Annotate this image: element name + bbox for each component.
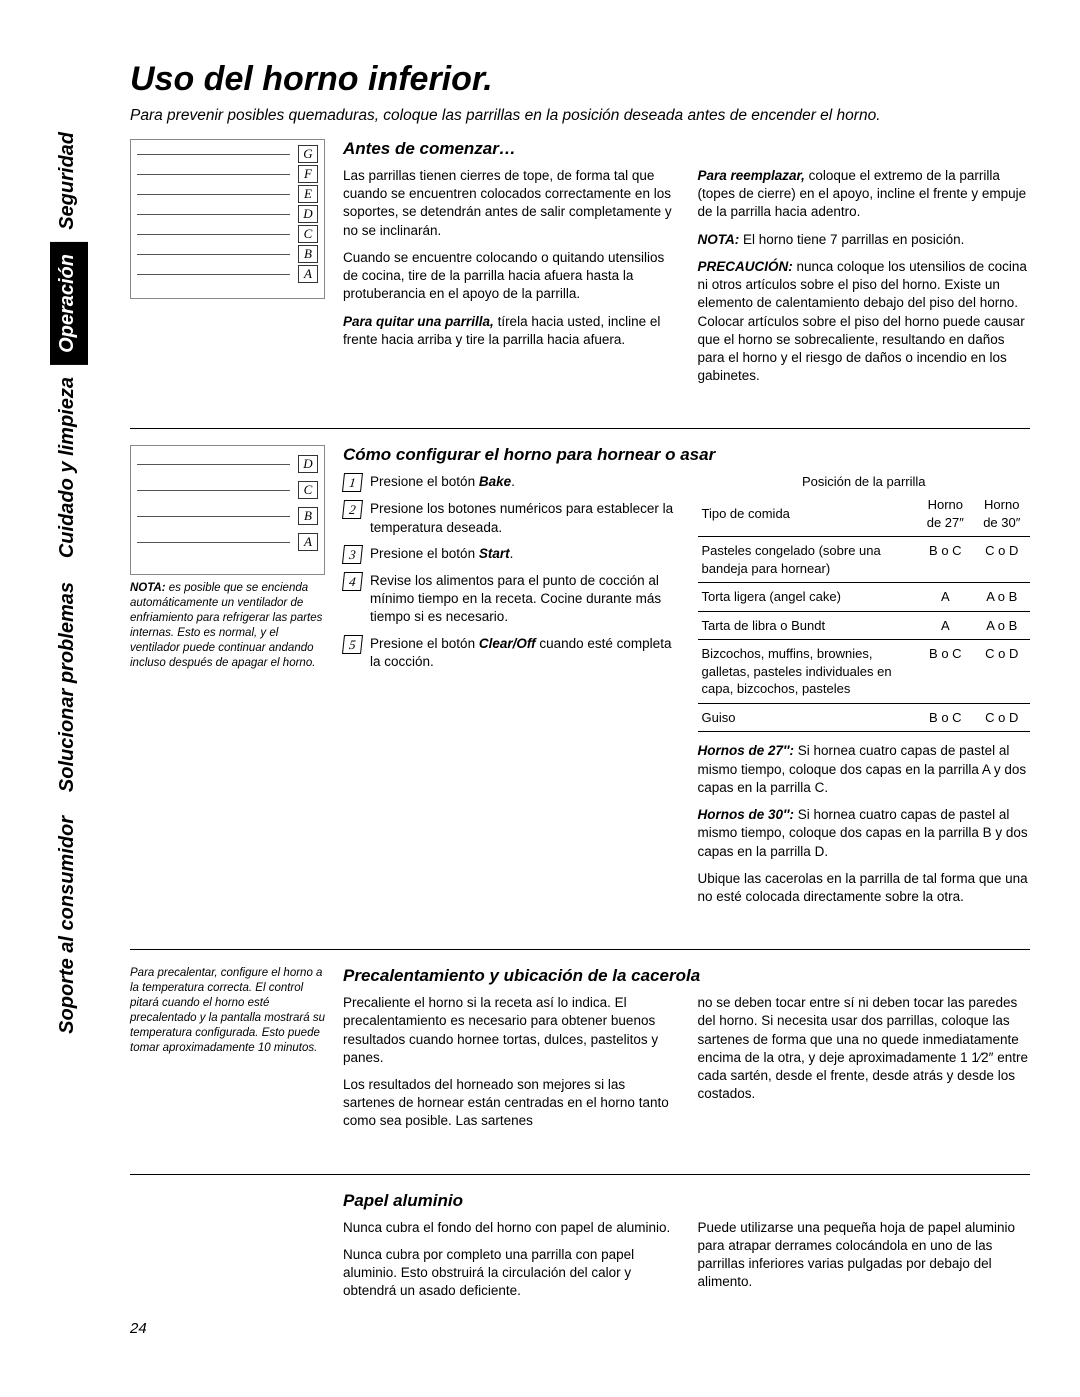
step-item: 4 Revise los alimentos para el punto de c… <box>343 572 676 627</box>
rack-label: C <box>298 225 318 243</box>
heading-aluminio: Papel aluminio <box>343 1191 1030 1211</box>
table-row: Pasteles congelado (sobre una bandeja pa… <box>698 537 1031 583</box>
oven-rack-illustration-4: DCBA <box>130 445 325 575</box>
th-food: Tipo de comida <box>698 493 918 537</box>
rack-label: A <box>298 533 318 551</box>
step-text: Presione el botón Clear/Off cuando esté … <box>370 635 676 671</box>
s1-p2: Cuando se encuentre colocando o quitando… <box>343 249 676 304</box>
s3-caption: Para precalentar, configure el horno a l… <box>130 966 325 1056</box>
note-27: Hornos de 27″: Si hornea cuatro capas de… <box>698 742 1031 797</box>
rack-label: B <box>298 245 318 263</box>
step-number: 4 <box>342 572 363 591</box>
rack-position-table: Tipo de comida Horno de 27″ Horno de 30″… <box>698 493 1031 732</box>
th-30: Horno de 30″ <box>974 493 1030 537</box>
tab-soporte[interactable]: Soporte al consumidor <box>50 804 88 1046</box>
s3-p2: Los resultados del horneado son mejores … <box>343 1076 676 1131</box>
rack-label: E <box>298 185 318 203</box>
s4-p3: Puede utilizarse una pequeña hoja de pap… <box>698 1219 1031 1292</box>
tab-seguridad[interactable]: Seguridad <box>50 120 88 242</box>
table-row: Bizcochos, muffins, brownies, galletas, … <box>698 640 1031 704</box>
tab-solucionar[interactable]: Solucionar problemas <box>50 570 88 804</box>
step-number: 2 <box>342 500 363 519</box>
step-number: 5 <box>342 635 363 654</box>
step-item: 3 Presione el botón Start. <box>343 545 676 564</box>
s1-p3: Para quitar una parrilla, tírela hacia u… <box>343 313 676 349</box>
step-text: Presione el botón Start. <box>370 545 513 564</box>
page-title: Uso del horno inferior. <box>130 60 1030 99</box>
s1-p6: PRECAUCIÓN: nunca coloque los utensilios… <box>698 258 1031 386</box>
tab-operacion[interactable]: Operación <box>50 242 88 365</box>
rack-label: B <box>298 507 318 525</box>
step-item: 2 Presione los botones numéricos para est… <box>343 500 676 536</box>
heading-antes: Antes de comenzar… <box>343 139 1030 159</box>
step-item: 1 Presione el botón Bake. <box>343 473 676 492</box>
rack-label: D <box>298 455 318 473</box>
side-tabs: Seguridad Operación Cuidado y limpieza S… <box>50 120 88 1046</box>
s1-p1: Las parrillas tienen cierres de tope, de… <box>343 167 676 240</box>
step-number: 3 <box>342 545 363 564</box>
table-over-label: Posición de la parrilla <box>698 473 1031 493</box>
step-text: Presione los botones numéricos para esta… <box>370 500 676 536</box>
page-subtitle: Para prevenir posibles quemaduras, coloq… <box>130 107 1030 125</box>
rack-label: C <box>298 481 318 499</box>
heading-configurar: Cómo configurar el horno para hornear o … <box>343 445 1030 465</box>
step-item: 5 Presione el botón Clear/Off cuando esté… <box>343 635 676 671</box>
table-row: Tarta de libra o BundtAA o B <box>698 611 1031 640</box>
tab-cuidado[interactable]: Cuidado y limpieza <box>50 365 88 570</box>
heading-precalentamiento: Precalentamiento y ubicación de la cacer… <box>343 966 1030 986</box>
s4-p1: Nunca cubra el fondo del horno con papel… <box>343 1219 676 1237</box>
rack-label: F <box>298 165 318 183</box>
table-row: Torta ligera (angel cake)AA o B <box>698 583 1031 612</box>
s1-p5: NOTA: El horno tiene 7 parrillas en posi… <box>698 231 1031 249</box>
page-number: 24 <box>130 1320 1030 1337</box>
s2-caption: NOTA: es posible que se encienda automát… <box>130 581 325 671</box>
step-text: Presione el botón Bake. <box>370 473 515 492</box>
step-text: Revise los alimentos para el punto de co… <box>370 572 676 627</box>
step-number: 1 <box>342 473 363 492</box>
s3-p3: no se deben tocar entre sí ni deben toca… <box>698 994 1031 1103</box>
rack-label: D <box>298 205 318 223</box>
note-30: Hornos de 30″: Si hornea cuatro capas de… <box>698 806 1031 861</box>
s3-p1: Precaliente el horno si la receta así lo… <box>343 994 676 1067</box>
oven-rack-illustration-7: GFEDCBA <box>130 139 325 299</box>
s4-p2: Nunca cubra por completo una parrilla co… <box>343 1246 676 1301</box>
section-aluminio: Papel aluminio Nunca cubra el fondo del … <box>130 1174 1030 1310</box>
section-precalentamiento: Para precalentar, configure el horno a l… <box>130 949 1030 1156</box>
rack-label: G <box>298 145 318 163</box>
table-row: GuisoB o CC o D <box>698 703 1031 732</box>
step-list: 1 Presione el botón Bake. 2 Presione los bo… <box>343 473 676 671</box>
section-configurar: DCBA NOTA: es posible que se encienda au… <box>130 428 1030 931</box>
s1-p4: Para reemplazar, coloque el extremo de l… <box>698 167 1031 222</box>
rack-label: A <box>298 265 318 283</box>
th-27: Horno de 27″ <box>917 493 973 537</box>
section-antes: GFEDCBA Antes de comenzar… Las parrillas… <box>130 139 1030 410</box>
note-last: Ubique las cacerolas en la parrilla de t… <box>698 870 1031 906</box>
